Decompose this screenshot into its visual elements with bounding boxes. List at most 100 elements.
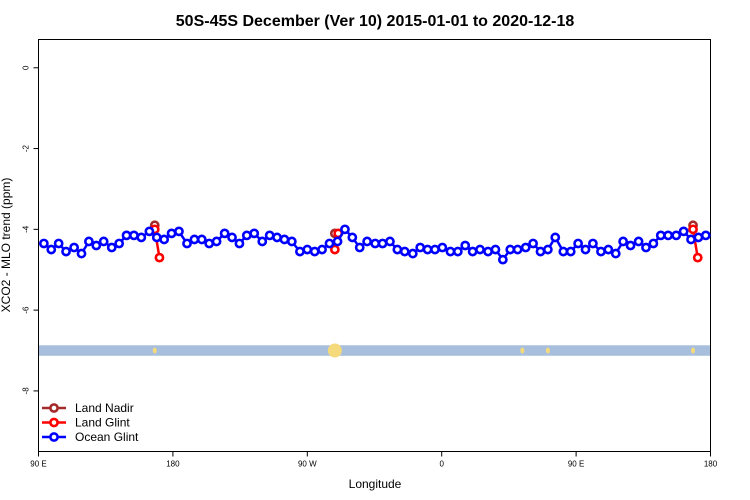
data-point <box>671 230 682 241</box>
x-tick-label: 90 E <box>568 460 584 469</box>
data-point <box>663 230 674 241</box>
x-tick-label: 90 E <box>30 460 46 469</box>
series-ocean-glint <box>38 224 711 265</box>
data-point <box>347 232 358 243</box>
land-band <box>39 343 710 358</box>
data-point <box>159 234 170 245</box>
data-point <box>136 232 147 243</box>
y-axis: 0 -2 -4 -6 -8 <box>22 65 39 394</box>
data-point <box>211 236 222 247</box>
data-point <box>580 244 591 255</box>
data-point <box>332 236 343 247</box>
y-tick-label: -6 <box>22 306 31 314</box>
data-point <box>618 236 629 247</box>
x-tick-label: 180 <box>166 460 180 469</box>
data-point <box>542 244 553 255</box>
y-axis-label: XCO2 - MLO trend (ppm) <box>0 178 13 313</box>
legend-marker <box>49 432 59 442</box>
data-point <box>53 238 64 249</box>
data-point <box>91 240 102 251</box>
data-point <box>633 236 644 247</box>
data-point <box>688 224 698 235</box>
data-point <box>407 248 418 259</box>
data-point <box>98 236 109 247</box>
data-point <box>437 242 448 253</box>
plot-frame <box>38 39 711 452</box>
legend-marker <box>49 417 59 428</box>
data-point <box>399 246 410 257</box>
data-point <box>144 226 155 237</box>
data-point <box>154 252 165 263</box>
data-point <box>497 254 508 265</box>
x-tick-label: 0 <box>439 460 444 469</box>
land-band-rect <box>39 345 710 356</box>
data-point <box>76 248 87 259</box>
series-layer <box>38 220 711 265</box>
data-point <box>340 224 350 235</box>
data-point <box>234 238 245 249</box>
data-point <box>550 232 561 243</box>
data-point <box>692 252 703 263</box>
data-point <box>46 244 57 255</box>
data-point <box>490 244 501 255</box>
y-tick-label: -4 <box>22 225 31 233</box>
data-point <box>249 228 260 239</box>
legend-entry: Land Glint <box>42 416 130 430</box>
land-patch <box>327 343 342 358</box>
x-axis: 90 E 180 90 W 0 90 E 180 <box>30 451 718 469</box>
legend-label: Land Nadir <box>75 401 134 415</box>
land-patch <box>691 347 696 354</box>
x-tick-label: 90 W <box>298 460 317 469</box>
chart-title: 50S-45S December (Ver 10) 2015-01-01 to … <box>176 13 575 30</box>
data-point <box>460 240 471 251</box>
data-point <box>69 242 80 253</box>
data-point <box>648 238 659 249</box>
data-point <box>61 246 71 257</box>
data-point <box>324 238 335 249</box>
x-tick-label: 180 <box>704 460 718 469</box>
legend-entry: Ocean Glint <box>42 430 139 444</box>
data-point <box>257 236 268 247</box>
data-point <box>588 238 598 249</box>
data-point <box>354 242 365 253</box>
data-point <box>565 246 576 257</box>
data-point <box>219 228 230 239</box>
data-point <box>114 238 125 249</box>
x-axis-label: Longitude <box>349 477 402 491</box>
y-tick-label: -8 <box>22 387 31 395</box>
data-point <box>641 242 651 253</box>
land-patch <box>520 347 525 354</box>
legend-label: Ocean Glint <box>75 430 139 444</box>
data-point <box>528 238 538 249</box>
data-point <box>625 240 636 251</box>
legend-label: Land Glint <box>75 416 130 430</box>
data-point <box>475 244 485 255</box>
data-point <box>38 238 49 249</box>
data-point <box>603 244 614 255</box>
data-point <box>106 242 117 253</box>
y-tick-label: -2 <box>22 144 31 152</box>
data-point <box>520 242 531 253</box>
data-point <box>329 244 340 255</box>
land-patch <box>545 347 550 354</box>
data-point <box>573 238 584 249</box>
data-point <box>512 244 523 255</box>
data-point <box>286 236 297 247</box>
legend-marker <box>49 403 59 413</box>
data-point <box>317 244 327 255</box>
data-point <box>174 226 184 237</box>
legend-entry: Land Nadir <box>42 401 134 415</box>
data-point <box>700 230 711 241</box>
data-point <box>452 246 463 257</box>
data-point <box>196 234 207 245</box>
data-point <box>182 238 192 249</box>
data-point <box>362 236 373 247</box>
data-point <box>385 236 395 247</box>
data-point <box>227 232 237 243</box>
land-patch <box>152 347 157 354</box>
data-point <box>678 226 689 237</box>
y-tick-label: 0 <box>22 65 31 70</box>
data-point <box>610 248 621 259</box>
